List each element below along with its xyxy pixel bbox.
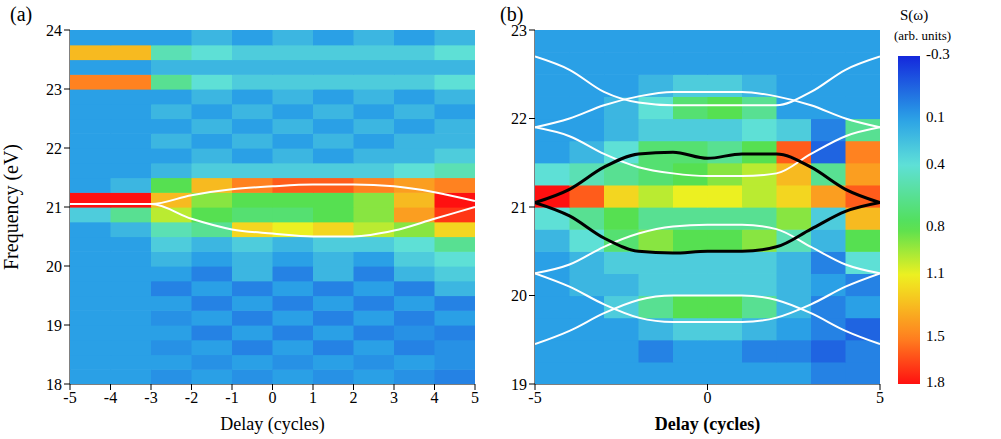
svg-text:-0.3: -0.3 bbox=[926, 46, 950, 62]
svg-text:S(ω): S(ω) bbox=[900, 7, 928, 24]
svg-text:23: 23 bbox=[511, 21, 527, 39]
svg-text:1: 1 bbox=[309, 389, 317, 406]
svg-text:-5: -5 bbox=[63, 389, 76, 406]
svg-text:23: 23 bbox=[46, 81, 62, 98]
svg-text:19: 19 bbox=[511, 376, 527, 393]
html-text:(a): (a) bbox=[10, 3, 33, 25]
svg-text:4: 4 bbox=[431, 389, 439, 406]
svg-text:21: 21 bbox=[511, 199, 527, 216]
svg-text:-3: -3 bbox=[144, 389, 157, 406]
svg-text:(arb. units): (arb. units) bbox=[894, 28, 951, 43]
svg-text:-4: -4 bbox=[104, 389, 117, 406]
svg-text:2: 2 bbox=[350, 389, 358, 406]
svg-text:0.1: 0.1 bbox=[926, 109, 945, 125]
svg-text:-5: -5 bbox=[528, 389, 541, 406]
svg-text:Frequency (eV): Frequency (eV) bbox=[0, 144, 23, 270]
svg-text:0.4: 0.4 bbox=[926, 156, 945, 172]
html-text:(b): (b) bbox=[500, 3, 524, 25]
svg-text:-1: -1 bbox=[225, 389, 238, 406]
svg-text:19: 19 bbox=[46, 317, 62, 334]
svg-text:1.5: 1.5 bbox=[926, 328, 945, 344]
svg-text:-2: -2 bbox=[185, 389, 198, 406]
svg-text:0: 0 bbox=[269, 389, 277, 406]
svg-text:18: 18 bbox=[46, 376, 62, 393]
svg-text:5: 5 bbox=[471, 389, 479, 406]
svg-text:5: 5 bbox=[876, 389, 884, 406]
svg-text:1.1: 1.1 bbox=[926, 265, 945, 281]
svg-text:3: 3 bbox=[390, 389, 398, 406]
svg-text:0: 0 bbox=[704, 389, 712, 406]
svg-text:20: 20 bbox=[46, 258, 62, 275]
svg-text:21: 21 bbox=[46, 199, 62, 216]
svg-text:1.8: 1.8 bbox=[926, 374, 945, 390]
svg-text:24: 24 bbox=[46, 22, 62, 39]
svg-text:Delay (cycles): Delay (cycles) bbox=[655, 414, 760, 435]
svg-text:20: 20 bbox=[511, 287, 527, 304]
svg-text:0.8: 0.8 bbox=[926, 218, 945, 234]
svg-text:Delay (cycles): Delay (cycles) bbox=[220, 414, 324, 435]
svg-text:22: 22 bbox=[46, 140, 62, 157]
svg-text:22: 22 bbox=[511, 110, 527, 127]
